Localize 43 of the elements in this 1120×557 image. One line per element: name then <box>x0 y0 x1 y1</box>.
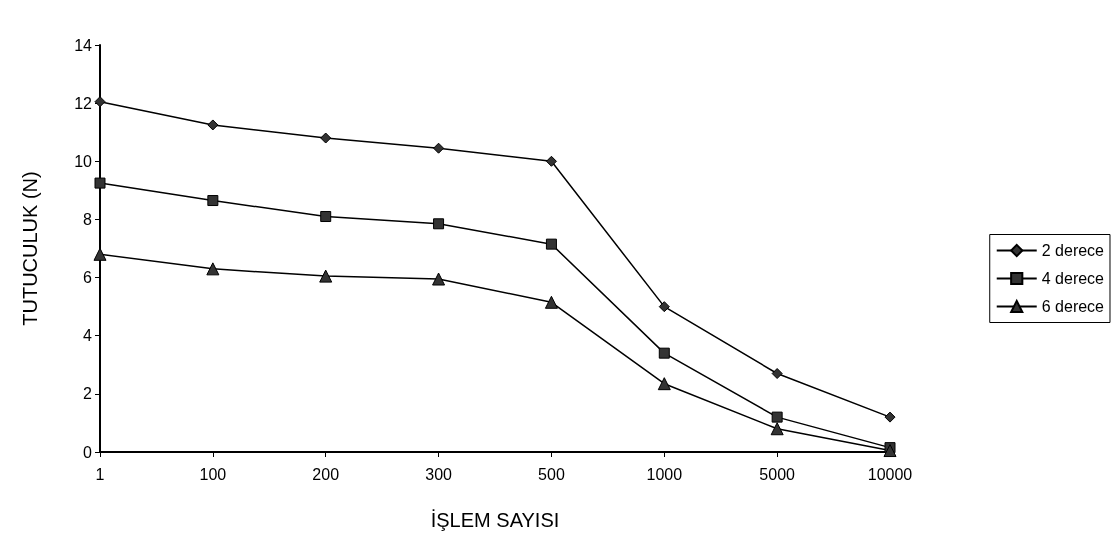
point <box>319 269 333 283</box>
point <box>658 347 670 359</box>
y-tick-label: 12 <box>74 94 93 112</box>
point <box>771 368 783 380</box>
legend-label: 6 derece <box>1041 298 1105 315</box>
y-tick-label: 4 <box>83 327 93 345</box>
x-tick-label: 1 <box>95 465 105 483</box>
point <box>207 119 219 131</box>
point <box>544 295 558 309</box>
x-tick-label: 100 <box>199 465 227 483</box>
point <box>93 247 107 261</box>
point <box>883 444 897 458</box>
point <box>770 422 784 436</box>
point <box>657 377 671 391</box>
x-tick-label: 500 <box>538 465 565 483</box>
point <box>207 195 219 207</box>
y-tick-label: 10 <box>74 152 93 170</box>
point <box>545 155 557 167</box>
legend-label: 2 derece <box>1041 242 1105 259</box>
y-axis-title: TUTUCULUK (N) <box>19 171 41 326</box>
point <box>320 211 332 223</box>
point <box>433 142 445 154</box>
x-axis-title: İŞLEM SAYISI <box>430 509 560 531</box>
x-tick-label: 5000 <box>759 465 796 483</box>
point <box>771 411 783 423</box>
x-tick-label: 300 <box>425 465 453 483</box>
x-tick-label: 1000 <box>646 465 683 483</box>
point <box>545 238 557 250</box>
y-tick-label: 2 <box>83 385 93 403</box>
point <box>658 301 670 313</box>
y-tick-label: 8 <box>83 210 93 228</box>
point <box>433 218 445 230</box>
y-tick-label: 0 <box>83 443 93 461</box>
point <box>884 411 896 423</box>
y-tick-label: 14 <box>74 36 93 54</box>
y-tick-label: 6 <box>83 269 93 287</box>
x-tick-label: 10000 <box>867 465 913 483</box>
point <box>432 272 446 286</box>
point <box>206 262 220 276</box>
x-tick-label: 200 <box>312 465 340 483</box>
point <box>94 177 106 189</box>
point <box>320 132 332 144</box>
legend-label: 4 derece <box>1041 270 1105 287</box>
